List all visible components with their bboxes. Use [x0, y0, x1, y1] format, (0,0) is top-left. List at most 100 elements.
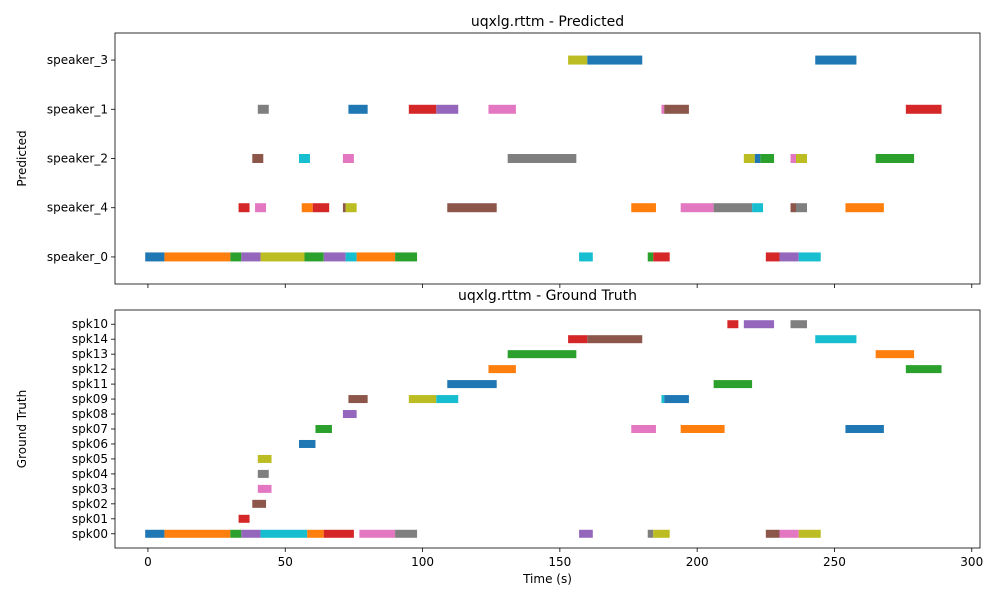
segment-bar — [845, 425, 884, 433]
segment-bar — [568, 335, 588, 344]
y-tick-label: spk01 — [72, 512, 108, 526]
segment-bar — [653, 252, 670, 262]
panel-title: uqxlg.rttm - Predicted — [471, 14, 624, 30]
y-tick-label: spk11 — [72, 377, 108, 391]
y-axis-label: Ground Truth — [15, 390, 29, 468]
segment-bar — [815, 55, 857, 65]
segment-bar — [257, 104, 269, 114]
y-tick-label: speaker_4 — [47, 201, 108, 215]
segment-bar — [145, 529, 165, 538]
segment-bar — [257, 484, 272, 493]
y-tick-label: spk04 — [72, 467, 108, 481]
y-tick-label: spk07 — [72, 422, 108, 436]
y-tick-label: spk03 — [72, 482, 108, 496]
segment-bar — [752, 203, 764, 213]
segment-bar — [312, 203, 330, 213]
segment-bar — [342, 154, 354, 163]
y-tick-label: spk05 — [72, 452, 108, 466]
segment-bar — [790, 320, 807, 329]
segment-bar — [790, 154, 797, 163]
y-tick-label: spk14 — [72, 332, 108, 346]
y-tick-label: spk12 — [72, 362, 108, 376]
segment-bar — [298, 439, 316, 448]
y-tick-label: spk09 — [72, 392, 108, 406]
segment-bar — [348, 104, 368, 114]
predicted-panel: speaker_0 speaker_4 speaker_2 speaker_1 spea… — [15, 14, 981, 288]
segment-bar — [727, 320, 739, 329]
segment-bar — [796, 154, 807, 163]
x-axis-label: Time (s) — [522, 572, 572, 586]
segment-bar — [230, 252, 242, 262]
segment-bar — [713, 203, 753, 213]
segment-bar — [905, 104, 942, 114]
segment-bar — [241, 252, 261, 262]
segment-bar — [252, 154, 264, 163]
segment-bar — [257, 469, 269, 478]
segment-bar — [255, 203, 267, 213]
segment-bar — [436, 104, 459, 114]
segment-bar — [345, 252, 357, 262]
segment-bar — [661, 395, 665, 404]
segment-bar — [145, 252, 165, 262]
segment-bar — [257, 454, 272, 463]
segment-bar — [743, 320, 775, 329]
panel-title: uqxlg.rttm - Ground Truth — [458, 288, 637, 304]
segment-bar — [760, 154, 775, 163]
segment-bar — [342, 203, 346, 213]
segment-bar — [395, 529, 418, 538]
x-tick-label: 150 — [548, 555, 571, 569]
segment-bar — [680, 425, 725, 433]
segment-bar — [356, 252, 396, 262]
segment-bar — [680, 203, 714, 213]
segment-bar — [348, 395, 368, 404]
segment-bar — [647, 529, 654, 538]
y-tick-label: spk10 — [72, 317, 108, 331]
y-tick-label: spk02 — [72, 497, 108, 511]
segment-bar — [815, 335, 857, 344]
segment-bar — [260, 529, 308, 538]
y-tick-label: speaker_0 — [47, 250, 108, 264]
segment-bar — [579, 529, 593, 538]
segment-bar — [779, 252, 799, 262]
segment-bar — [631, 203, 656, 213]
x-tick-label: 50 — [278, 555, 293, 569]
segment-bar — [661, 104, 665, 114]
segment-bar — [647, 252, 654, 262]
segment-bar — [631, 425, 656, 433]
segment-bar — [315, 425, 332, 433]
segment-bar — [488, 365, 516, 374]
segment-bar — [743, 154, 755, 163]
segment-bar — [875, 350, 915, 359]
segment-bar — [507, 350, 577, 359]
segment-bar — [241, 529, 261, 538]
segment-bar — [408, 395, 437, 404]
segment-bar — [447, 203, 497, 213]
segment-bar — [765, 252, 780, 262]
segment-bar — [301, 203, 313, 213]
segment-bar — [447, 380, 497, 389]
segment-bar — [436, 395, 459, 404]
y-tick-label: speaker_1 — [47, 102, 108, 116]
y-tick-label: spk08 — [72, 407, 108, 421]
segment-bar — [252, 499, 267, 508]
y-tick-label: spk00 — [72, 527, 108, 541]
segment-bar — [568, 55, 588, 65]
segment-bar — [323, 529, 354, 538]
segment-bar — [798, 252, 821, 262]
segment-bar — [664, 395, 689, 404]
segment-bar — [779, 529, 799, 538]
segment-bar — [395, 252, 418, 262]
y-tick-label: spk06 — [72, 437, 108, 451]
ground-truth-panel: spk00spk01spk02spk03spk04spk05spk06spk07… — [15, 288, 983, 586]
segment-bar — [507, 154, 577, 163]
x-tick-label: 100 — [411, 555, 434, 569]
segment-bar — [488, 104, 516, 114]
segment-bar — [164, 529, 231, 538]
segment-bar — [845, 203, 884, 213]
segment-bar — [342, 410, 357, 419]
segment-bar — [765, 529, 780, 538]
x-tick-label: 0 — [144, 555, 152, 569]
segment-bar — [798, 529, 821, 538]
segment-bar — [304, 252, 324, 262]
